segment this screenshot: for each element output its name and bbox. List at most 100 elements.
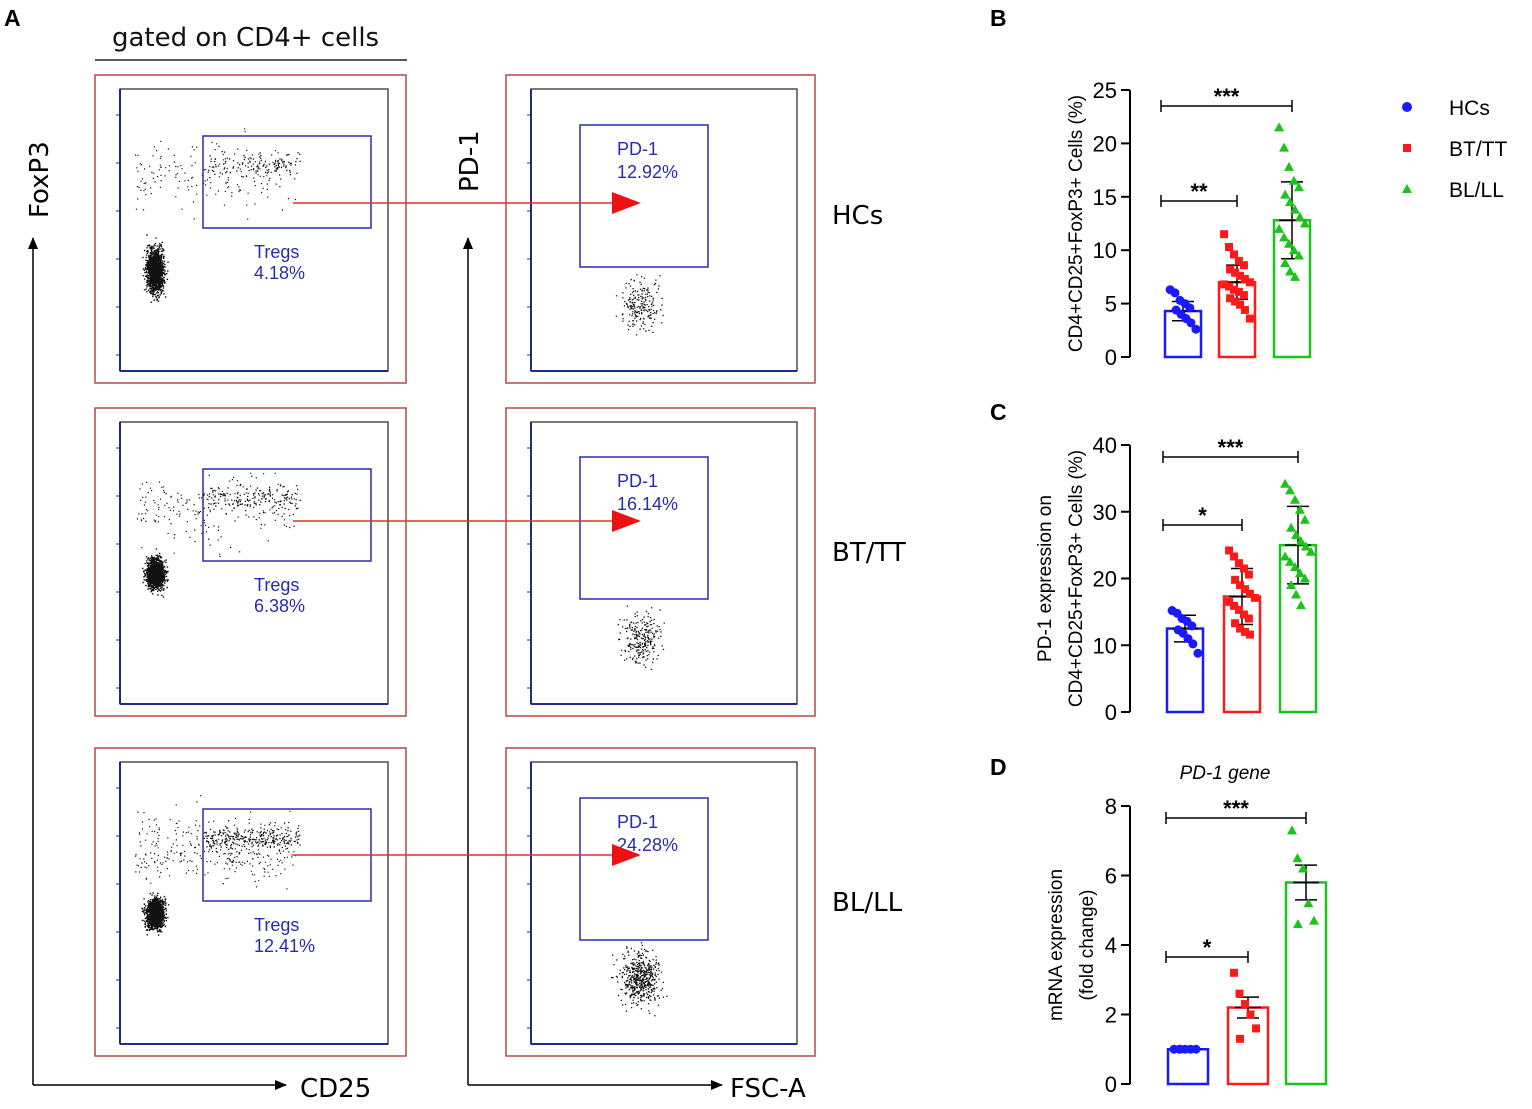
legend-label: HCs	[1449, 97, 1490, 120]
legend-label: BL/LL	[1449, 179, 1504, 202]
data-point-square	[1250, 593, 1259, 602]
data-point-triangle	[1292, 853, 1303, 863]
pd1-plot-frame	[505, 74, 816, 384]
data-point-triangle	[1303, 898, 1314, 908]
group-label: HCs	[832, 201, 883, 231]
data-point-square	[1230, 250, 1238, 259]
y-axis-label: (fold change)	[1077, 890, 1098, 1001]
y-tick-label: 40	[1093, 433, 1117, 458]
data-point-square	[1245, 630, 1254, 639]
y-tick-label: 30	[1093, 500, 1117, 525]
data-point-triangle	[1284, 238, 1294, 248]
data-point-square	[1244, 614, 1253, 623]
data-point-triangle	[1305, 546, 1316, 556]
data-point-square	[1230, 601, 1239, 610]
bar-chart-c: 0 10 20 30 40 PD-1 expression on CD4+CD25+FoxP…	[1035, 433, 1318, 725]
data-point-triangle	[1293, 250, 1304, 260]
data-point-triangle	[1285, 197, 1296, 207]
data-point-triangle	[1286, 522, 1297, 532]
data-point-triangle	[1290, 494, 1300, 504]
data-point-triangle	[1287, 825, 1297, 835]
data-point-triangle	[1294, 212, 1305, 222]
data-point-triangle	[1279, 142, 1290, 152]
y-tick-label: 0	[1105, 700, 1117, 725]
treg-plot-frame	[94, 74, 407, 384]
data-point-square	[1236, 271, 1244, 280]
flow-cytometry-panel: gated on CD4+ cells FoxP3 CD25 PD-1 FSC-…	[25, 23, 906, 1104]
legend-item: BT/TT	[1403, 138, 1507, 161]
significance-label: ***	[1214, 84, 1240, 109]
data-point-square	[1244, 570, 1253, 579]
data-point-square	[1239, 564, 1248, 573]
bar-bt-tt	[1226, 1006, 1270, 1086]
y-tick-label: 25	[1093, 78, 1117, 103]
data-point-triangle	[1296, 536, 1306, 546]
y-axis-label: PD-1 expression on	[1035, 495, 1056, 662]
y-tick-label: 2	[1105, 1003, 1117, 1028]
y-tick-label: 15	[1093, 185, 1117, 210]
legend-item: BL/LL	[1402, 179, 1504, 202]
bar-hcs	[1166, 1048, 1210, 1086]
significance-label: ***	[1218, 435, 1244, 460]
data-point-square	[1239, 291, 1248, 300]
pd1-plot-frame	[505, 407, 816, 717]
data-point-circle	[1170, 288, 1180, 298]
legend-square-marker	[1403, 144, 1411, 152]
data-point-square	[1220, 230, 1229, 239]
data-point-circle	[1187, 621, 1197, 631]
data-point-triangle	[1299, 514, 1310, 524]
data-point-square	[1220, 280, 1229, 289]
data-point-square	[1240, 306, 1249, 315]
data-point-square	[1231, 268, 1240, 277]
data-point-triangle	[1280, 478, 1291, 488]
fsca-axis-label: FSC-A	[730, 1074, 806, 1104]
pd1-gate-label: PD-1	[617, 471, 658, 491]
data-point-square	[1239, 261, 1248, 270]
data-point-square	[1246, 1010, 1255, 1019]
data-point-triangle	[1309, 915, 1319, 925]
data-point-triangle	[1291, 530, 1302, 540]
y-axis-label: CD4+CD25+FoxP3+ Cells (%)	[1066, 95, 1087, 352]
bar-chart-d: 0 2 4 6 8 mRNA expression (fold change) PD-1 ge…	[1046, 763, 1328, 1097]
gating-arrow-head	[612, 510, 641, 532]
data-point-circle	[1193, 648, 1203, 658]
treg-scatter-dots	[136, 472, 301, 598]
gating-header: gated on CD4+ cells	[112, 23, 379, 53]
data-point-triangle	[1285, 266, 1296, 276]
data-point-square	[1225, 242, 1234, 251]
bar-bl-ll	[1284, 881, 1328, 1086]
data-point-square	[1234, 287, 1243, 296]
y-axis-label: CD4+CD25+FoxP3+ Cells (%)	[1066, 450, 1087, 707]
data-point-circle	[1188, 639, 1198, 649]
pd1-axis-label: PD-1	[455, 130, 485, 192]
pd1-plot-area	[530, 421, 798, 705]
data-point-triangle	[1294, 504, 1305, 514]
group-label: BT/TT	[832, 538, 906, 568]
treg-plot-frame	[94, 407, 407, 717]
panel-label-c: C	[990, 399, 1007, 425]
data-point-triangle	[1274, 122, 1285, 132]
pd1-gate-percent: 16.14%	[617, 494, 678, 514]
data-point-triangle	[1286, 580, 1297, 590]
data-point-square	[1225, 546, 1234, 555]
data-point-square	[1240, 275, 1249, 284]
treg-gate	[202, 135, 372, 229]
treg-plot-frame	[94, 747, 407, 1057]
panel-label-b: B	[990, 5, 1007, 31]
legend-circle-marker	[1402, 102, 1412, 112]
y-tick-label: 8	[1105, 794, 1117, 819]
data-point-triangle	[1293, 919, 1303, 929]
chart-title: PD-1 gene	[1180, 763, 1271, 784]
data-point-triangle	[1290, 204, 1300, 214]
treg-gate-label: Tregs	[254, 242, 299, 262]
y-tick-label: 10	[1093, 633, 1117, 658]
y-tick-label: 5	[1105, 292, 1117, 317]
gating-arrow-head	[612, 192, 641, 214]
data-point-triangle	[1291, 589, 1302, 599]
pd1-gate	[579, 456, 709, 600]
legend-label: BT/TT	[1449, 138, 1507, 161]
data-point-square	[1226, 294, 1235, 303]
